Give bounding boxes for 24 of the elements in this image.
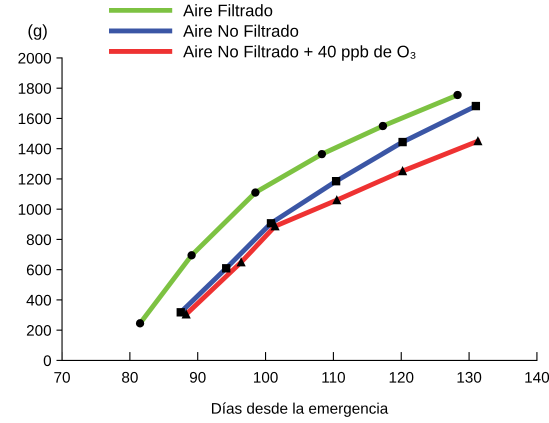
x-tick-label: 140 [525, 372, 549, 383]
y-tick-label: 0 [44, 355, 52, 366]
x-tick-label: 80 [122, 372, 138, 383]
x-tick-label: 130 [458, 372, 482, 383]
y-tick-label: 1800 [18, 83, 52, 94]
y-tick-label: 1000 [18, 204, 52, 215]
y-axis-title: (g) [28, 24, 47, 40]
legend-label: Aire No Filtrado + 40 ppb de O₃ [183, 45, 416, 61]
x-tick-label: 70 [54, 372, 70, 383]
y-tick-label: 1600 [18, 113, 52, 124]
y-tick-label: 1400 [18, 144, 52, 154]
x-tick-label: 120 [390, 372, 414, 383]
y-tick-label: 400 [26, 294, 52, 306]
x-axis-title: Días desde la emergencia [212, 402, 388, 417]
y-tick-label: 600 [26, 264, 52, 276]
legend-label: Aire No Filtrado [183, 24, 298, 37]
y-tick-label: 200 [26, 325, 52, 336]
x-tick-label: 90 [190, 372, 206, 383]
y-tick-label: 1200 [18, 174, 52, 185]
legend-label: Aire Filtrado [183, 4, 272, 16]
x-tick-label: 100 [254, 372, 278, 383]
y-tick-label: 2000 [18, 52, 52, 64]
x-tick-label: 110 [322, 372, 345, 383]
y-tick-label: 800 [26, 234, 52, 246]
